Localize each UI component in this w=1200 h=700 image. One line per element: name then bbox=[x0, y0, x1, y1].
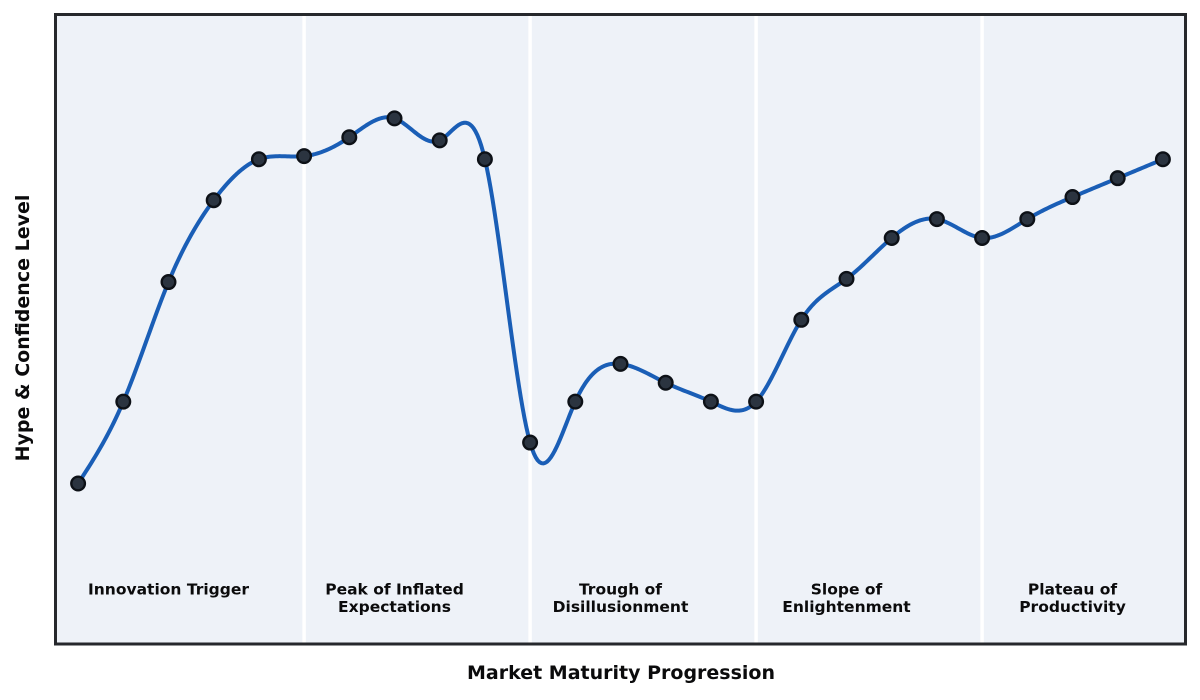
phase-label-line: Enlightenment bbox=[782, 598, 911, 616]
data-point-11 bbox=[567, 393, 584, 410]
data-point-24 bbox=[1154, 151, 1171, 168]
data-point-22 bbox=[1064, 189, 1081, 206]
phase-label-line: Trough of bbox=[579, 581, 662, 599]
data-point-16 bbox=[793, 311, 810, 328]
data-point-5 bbox=[296, 148, 313, 165]
plot-area bbox=[54, 13, 1187, 646]
data-point-15 bbox=[748, 393, 765, 410]
data-point-2 bbox=[160, 274, 177, 291]
data-point-6 bbox=[341, 129, 358, 146]
data-point-18 bbox=[883, 229, 900, 246]
data-point-4 bbox=[250, 151, 267, 168]
phase-label-line: Innovation Trigger bbox=[88, 581, 249, 599]
data-point-13 bbox=[657, 374, 674, 391]
data-point-1 bbox=[115, 393, 132, 410]
data-point-12 bbox=[612, 355, 629, 372]
data-point-10 bbox=[522, 434, 539, 451]
phase-label-trough-of-disillusionment: Trough of Disillusionment bbox=[553, 581, 689, 617]
data-point-21 bbox=[1019, 211, 1036, 228]
phase-label-line: Productivity bbox=[1019, 598, 1126, 616]
phase-label-line: Peak of Inflated bbox=[325, 581, 464, 599]
phase-label-peak-of-inflated-expectations: Peak of Inflated Expectations bbox=[325, 581, 464, 617]
data-point-17 bbox=[838, 270, 855, 287]
data-point-23 bbox=[1109, 170, 1126, 187]
x-axis-label: Market Maturity Progression bbox=[466, 662, 776, 684]
phase-label-innovation-trigger: Innovation Trigger bbox=[88, 581, 249, 599]
phase-label-plateau-of-productivity: Plateau of Productivity bbox=[1019, 581, 1126, 617]
data-point-14 bbox=[702, 393, 719, 410]
y-axis-label: Hype & Confidence Level bbox=[12, 194, 34, 462]
data-point-3 bbox=[205, 192, 222, 209]
data-point-0 bbox=[70, 475, 87, 492]
data-point-7 bbox=[386, 110, 403, 127]
phase-label-line: Plateau of bbox=[1028, 581, 1118, 599]
phase-label-slope-of-enlightenment: Slope of Enlightenment bbox=[782, 581, 911, 617]
phase-label-line: Disillusionment bbox=[553, 598, 689, 616]
phase-label-line: Slope of bbox=[811, 581, 883, 599]
data-point-9 bbox=[476, 151, 493, 168]
phase-label-line: Expectations bbox=[338, 598, 451, 616]
data-point-8 bbox=[431, 132, 448, 149]
data-point-19 bbox=[928, 211, 945, 228]
data-point-20 bbox=[974, 229, 991, 246]
